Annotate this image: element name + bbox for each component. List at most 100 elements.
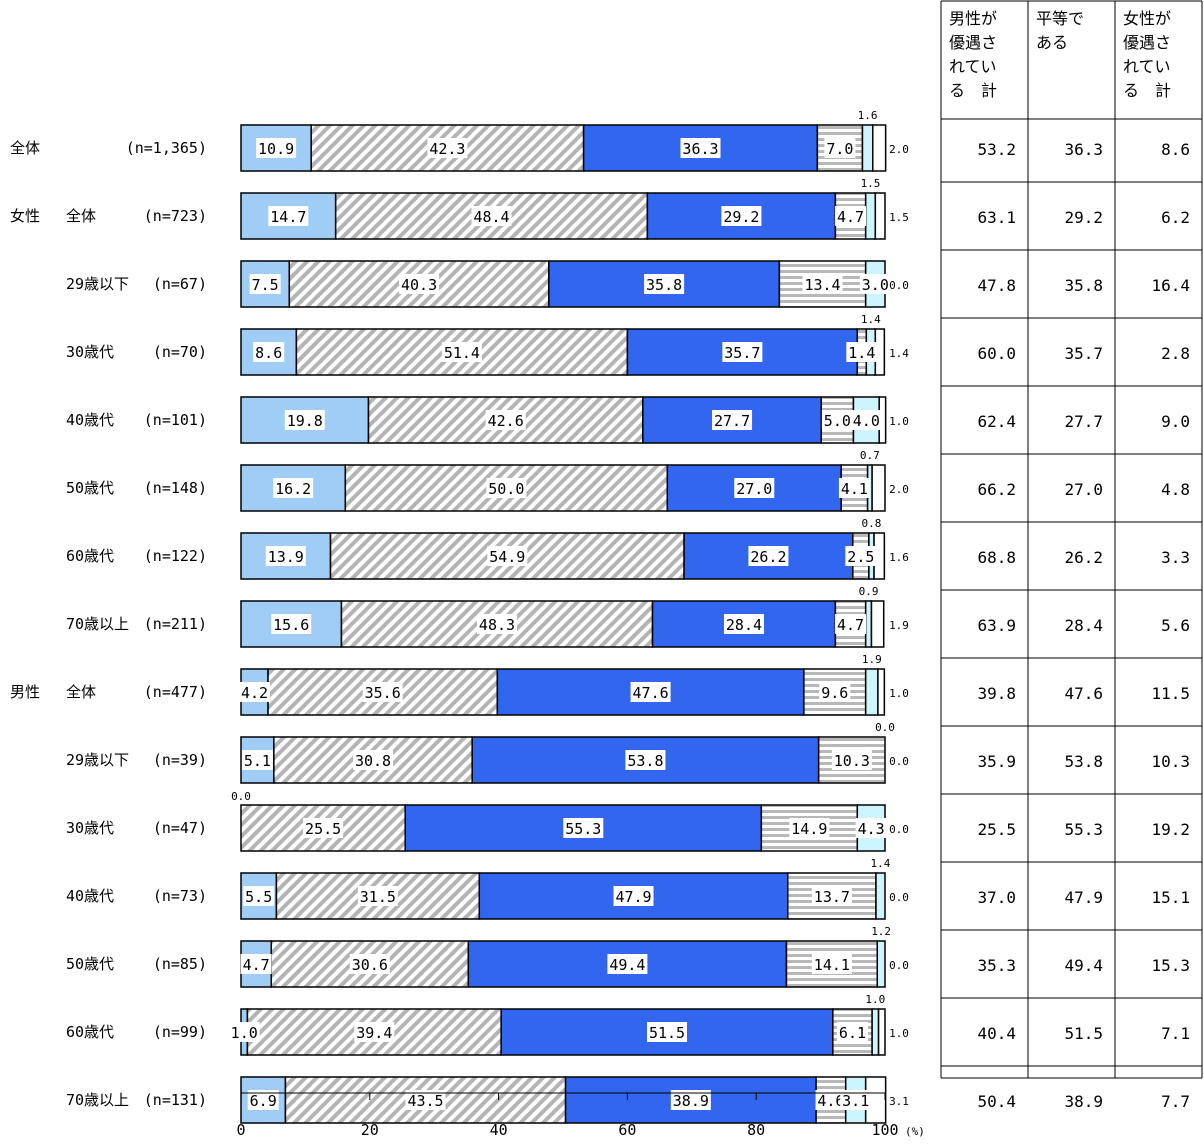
data-label-bg xyxy=(712,410,753,430)
data-label-bg xyxy=(836,1022,868,1042)
row-label: 29歳以下 xyxy=(66,275,129,293)
data-label-bg xyxy=(240,954,272,974)
data-label-2: 40.3 xyxy=(401,276,437,294)
data-label-bg xyxy=(855,818,887,838)
data-label-bg xyxy=(405,1090,446,1110)
data-label-2: 25.5 xyxy=(305,820,341,838)
sample-size: (n=99) xyxy=(153,1023,207,1041)
data-label-bg xyxy=(721,206,762,226)
bar-segment-3 xyxy=(646,192,837,240)
sample-size: (n=477) xyxy=(144,683,207,701)
table-cell: 37.0 xyxy=(977,888,1016,907)
table-header-2: 平等で xyxy=(1036,9,1084,28)
data-label-bg xyxy=(441,342,482,362)
bar-segment-5 xyxy=(864,668,879,716)
table-cell: 7.7 xyxy=(1161,1092,1190,1111)
data-label-bg xyxy=(723,614,764,634)
row-label: 40歳代 xyxy=(66,411,114,429)
x-tick-label: 40 xyxy=(490,1121,508,1139)
table-cell: 9.0 xyxy=(1161,412,1190,431)
data-label-bg xyxy=(819,682,851,702)
data-label-2: 39.4 xyxy=(356,1024,392,1042)
data-label-bg xyxy=(256,138,297,158)
table-cell: 63.1 xyxy=(977,208,1016,227)
table-cell: 39.8 xyxy=(977,684,1016,703)
table-cell: 68.8 xyxy=(977,548,1016,567)
data-label-1: 10.9 xyxy=(258,140,294,158)
data-label-5: 1.0 xyxy=(865,993,885,1006)
data-label-6: 0.0 xyxy=(889,959,909,972)
group-label: 男性 xyxy=(10,683,40,701)
data-label-2: 30.6 xyxy=(352,956,388,974)
sample-size: (n=70) xyxy=(153,343,207,361)
data-label-6: 2.0 xyxy=(889,143,909,156)
data-label-6: 3.1 xyxy=(889,1095,909,1108)
table-cell: 29.2 xyxy=(1064,208,1103,227)
table-cell: 36.3 xyxy=(1064,140,1103,159)
data-label-6: 0.0 xyxy=(889,755,909,768)
data-label-4: 4.7 xyxy=(837,208,864,226)
data-label-bg xyxy=(239,682,271,702)
data-label-6: 1.5 xyxy=(889,211,909,224)
data-label-6: 1.0 xyxy=(889,1027,909,1040)
bar-segment-3 xyxy=(564,1076,817,1124)
data-label-bg xyxy=(476,614,517,634)
data-label-bg xyxy=(357,886,398,906)
data-label-3: 38.9 xyxy=(673,1092,709,1110)
data-label-1: 6.9 xyxy=(250,1092,277,1110)
data-label-2: 42.6 xyxy=(488,412,524,430)
data-label-4: 14.1 xyxy=(814,956,850,974)
data-label-bg xyxy=(670,1090,711,1110)
data-label-1: 8.6 xyxy=(255,344,282,362)
table-cell: 35.3 xyxy=(977,956,1016,975)
table-cell: 3.3 xyxy=(1161,548,1190,567)
sample-size: (n=101) xyxy=(144,411,207,429)
data-label-bg xyxy=(362,682,403,702)
table-cell: 27.7 xyxy=(1064,412,1103,431)
data-label-bg xyxy=(399,274,440,294)
table-cell: 47.6 xyxy=(1064,684,1103,703)
data-label-bg xyxy=(850,410,882,430)
data-label-2: 48.3 xyxy=(479,616,515,634)
data-label-6: 1.0 xyxy=(889,415,909,428)
data-label-4: 1.4 xyxy=(848,344,875,362)
data-label-4: 4.6 xyxy=(817,1092,844,1110)
sample-size: (n=131) xyxy=(144,1091,207,1109)
data-label-bg xyxy=(840,1090,872,1110)
table-cell: 49.4 xyxy=(1064,956,1103,975)
table-cell: 7.1 xyxy=(1161,1024,1190,1043)
bars-layer: 全体 (n=1,365) 10.9 42.3 36.3 7.01.62.0女性 全体 (n=7… xyxy=(10,109,909,1124)
data-label-bg xyxy=(644,274,685,294)
data-label-5: 0.0 xyxy=(875,721,895,734)
data-label-5: 0.8 xyxy=(862,517,882,530)
data-label-1: 7.5 xyxy=(252,276,279,294)
bar-segment-5 xyxy=(861,124,874,172)
data-label-bg xyxy=(859,274,891,294)
data-label-6: 0.0 xyxy=(889,891,909,904)
x-tick-label: 0 xyxy=(236,1121,245,1139)
data-label-bg xyxy=(613,886,654,906)
data-label-bg xyxy=(228,1022,260,1042)
data-label-1: 19.8 xyxy=(287,412,323,430)
data-label-5: 4.3 xyxy=(858,820,885,838)
data-label-3: 35.7 xyxy=(724,344,760,362)
group-label: 女性 xyxy=(10,207,40,225)
table-header-3: 女性が xyxy=(1123,9,1171,28)
table-cell: 6.2 xyxy=(1161,208,1190,227)
row-label: 30歳代 xyxy=(66,819,114,837)
table-header-1: れてい xyxy=(949,57,997,76)
data-label-bg xyxy=(811,954,852,974)
data-label-4: 7.0 xyxy=(826,140,853,158)
table-cell: 38.9 xyxy=(1064,1092,1103,1111)
sample-size: (n=723) xyxy=(144,207,207,225)
data-label-bg xyxy=(835,614,867,634)
table-cell: 40.4 xyxy=(977,1024,1016,1043)
data-label-2: 48.4 xyxy=(473,208,509,226)
data-label-3: 49.4 xyxy=(609,956,645,974)
data-label-bg xyxy=(821,410,853,430)
table-cell: 47.9 xyxy=(1064,888,1103,907)
data-label-bg xyxy=(486,478,527,498)
data-label-2: 42.3 xyxy=(429,140,465,158)
data-label-3: 47.6 xyxy=(633,684,669,702)
table-cell: 8.6 xyxy=(1161,140,1190,159)
